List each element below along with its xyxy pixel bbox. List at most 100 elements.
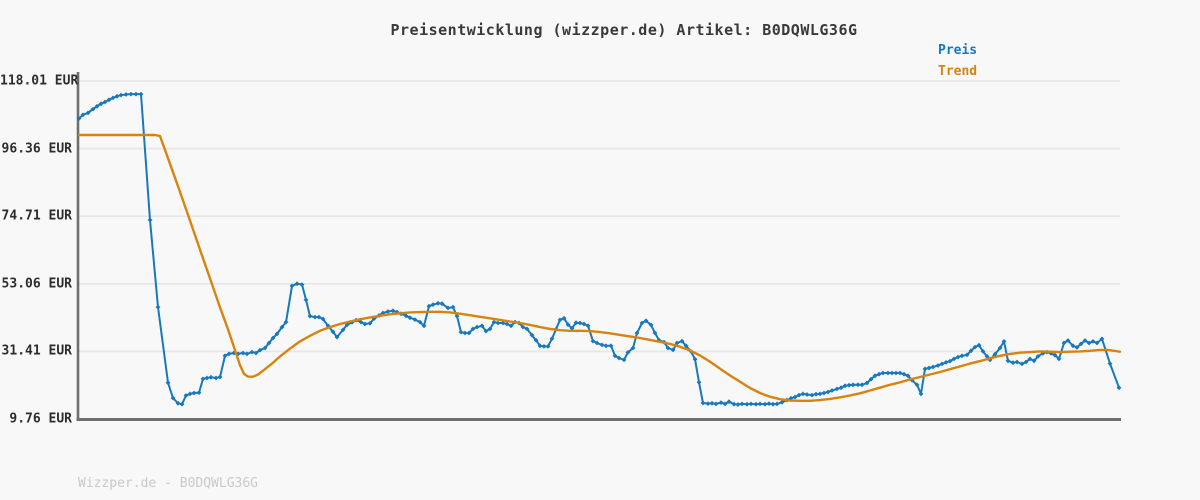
data-point-marker: [612, 353, 618, 359]
data-point-marker: [726, 399, 732, 405]
data-point-marker: [231, 350, 237, 356]
data-point-marker: [1001, 339, 1007, 344]
data-point-marker: [474, 324, 480, 330]
data-point-marker: [244, 351, 250, 357]
data-point-marker: [417, 319, 423, 325]
data-point-marker: [421, 323, 427, 329]
data-point-marker: [483, 328, 489, 334]
data-point-marker: [325, 323, 331, 329]
data-point-marker: [901, 371, 907, 377]
data-point-marker: [897, 370, 903, 376]
series-line-preis: [78, 93, 1120, 406]
data-point-marker: [992, 351, 998, 357]
legend-item-trend: Trend: [938, 64, 978, 79]
data-point-marker: [608, 343, 614, 349]
data-point-marker: [955, 354, 961, 360]
data-point-marker: [102, 99, 108, 105]
data-point-marker: [731, 401, 737, 407]
data-point-marker: [390, 308, 396, 314]
data-point-marker: [964, 352, 970, 358]
data-point-marker: [183, 393, 189, 398]
data-point-marker: [435, 300, 441, 306]
data-point-marker: [454, 313, 460, 319]
data-point-marker: [175, 400, 181, 406]
data-point-marker: [330, 329, 336, 335]
data-point-marker: [1070, 343, 1076, 349]
data-point-marker: [951, 356, 957, 362]
data-point-marker: [753, 401, 759, 407]
data-point-marker: [634, 330, 640, 336]
data-point-marker: [340, 327, 346, 333]
data-point-marker: [838, 385, 844, 391]
data-point-marker: [779, 399, 785, 405]
data-point-marker: [479, 323, 485, 329]
data-point-marker: [713, 401, 719, 407]
data-point-marker: [757, 401, 763, 407]
data-point-marker: [380, 310, 386, 316]
data-point-marker: [1019, 361, 1025, 367]
data-point-marker: [426, 303, 432, 309]
data-point-marker: [639, 320, 645, 326]
data-point-marker: [470, 326, 476, 332]
data-point-marker: [774, 401, 780, 407]
data-point-marker: [939, 361, 945, 367]
data-point-marker: [257, 347, 263, 353]
data-point-marker: [943, 360, 949, 365]
data-point-marker: [569, 325, 575, 331]
data-point-marker: [1010, 360, 1016, 366]
data-point-marker: [500, 320, 506, 326]
data-point-marker: [76, 116, 82, 121]
data-point-marker: [670, 347, 676, 353]
data-point-marker: [266, 340, 272, 346]
data-point-marker: [537, 343, 543, 349]
data-point-marker: [147, 217, 153, 223]
data-point-marker: [855, 382, 861, 388]
data-point-marker: [968, 348, 974, 354]
data-point-marker: [299, 282, 305, 287]
data-point-marker: [581, 321, 587, 327]
data-point-marker: [674, 340, 680, 346]
data-point-marker: [191, 390, 197, 396]
data-point-marker: [868, 376, 874, 382]
data-point-marker: [407, 315, 413, 321]
data-point-marker: [487, 326, 493, 332]
data-point-marker: [846, 382, 852, 388]
data-point-marker: [918, 391, 924, 397]
data-point-marker: [914, 382, 920, 388]
data-point-marker: [279, 324, 285, 330]
data-point-marker: [362, 321, 368, 327]
data-point-marker: [585, 323, 591, 329]
data-point-marker: [1107, 361, 1113, 366]
data-point-marker: [885, 370, 891, 376]
data-point-marker: [770, 401, 776, 407]
data-point-marker: [643, 318, 649, 324]
data-point-marker: [196, 390, 202, 395]
data-point-marker: [905, 373, 911, 379]
data-point-marker: [692, 356, 698, 362]
data-point-marker: [283, 319, 289, 325]
data-point-marker: [98, 101, 104, 107]
data-point-marker: [334, 334, 340, 340]
data-point-marker: [880, 370, 886, 376]
data-point-marker: [625, 350, 631, 355]
data-point-marker: [997, 345, 1003, 351]
data-point-marker: [138, 91, 144, 97]
data-point-marker: [561, 315, 567, 321]
data-point-marker: [204, 375, 210, 381]
data-point-marker: [403, 313, 409, 319]
data-point-marker: [766, 401, 772, 406]
data-point-marker: [179, 401, 185, 407]
data-point-marker: [85, 110, 91, 116]
watermark-text: Wizzper.de - B0DQWLG36G: [78, 476, 259, 491]
data-point-marker: [529, 332, 535, 338]
data-point-marker: [541, 344, 547, 349]
data-point-marker: [804, 392, 810, 397]
data-point-marker: [412, 317, 418, 322]
data-point-marker: [1090, 339, 1096, 344]
data-point-marker: [462, 330, 468, 336]
data-point-marker: [594, 340, 600, 346]
data-point-marker: [621, 357, 627, 363]
data-point-marker: [439, 301, 445, 307]
data-point-marker: [821, 390, 827, 396]
data-point-marker: [524, 326, 530, 332]
